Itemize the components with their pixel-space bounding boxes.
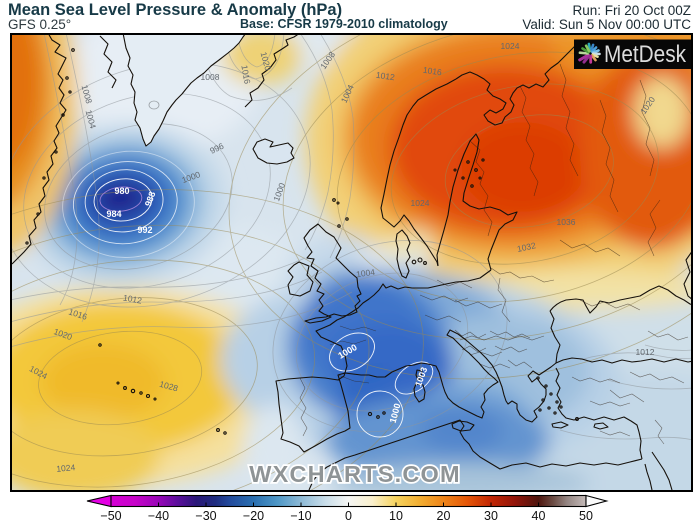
svg-text:−40: −40 [148, 509, 169, 523]
svg-text:1024: 1024 [56, 462, 76, 474]
svg-text:1028: 1028 [158, 379, 179, 394]
svg-text:−10: −10 [290, 509, 311, 523]
svg-text:1016: 1016 [422, 65, 442, 78]
svg-text:1012: 1012 [375, 70, 395, 83]
svg-text:MetDesk: MetDesk [604, 41, 687, 68]
svg-text:992: 992 [137, 225, 152, 235]
svg-text:1020: 1020 [259, 51, 274, 72]
svg-text:10: 10 [389, 509, 403, 523]
svg-text:988: 988 [143, 190, 158, 208]
svg-text:40: 40 [532, 509, 546, 523]
svg-text:−20: −20 [243, 509, 264, 523]
svg-text:20: 20 [437, 509, 451, 523]
svg-text:1004: 1004 [84, 109, 99, 130]
svg-text:984: 984 [106, 209, 121, 219]
svg-text:WXCHARTS.COM: WXCHARTS.COM [249, 461, 461, 487]
svg-text:980: 980 [114, 186, 129, 196]
svg-text:1004: 1004 [356, 267, 376, 280]
svg-text:−30: −30 [195, 509, 216, 523]
svg-text:1008: 1008 [201, 72, 220, 82]
svg-text:0: 0 [345, 509, 352, 523]
svg-text:1012: 1012 [636, 347, 655, 357]
svg-text:1036: 1036 [557, 217, 576, 227]
svg-text:50: 50 [579, 509, 593, 523]
svg-text:1024: 1024 [411, 198, 430, 208]
svg-text:1016: 1016 [239, 64, 252, 85]
svg-text:1008: 1008 [80, 84, 95, 105]
svg-text:−50: −50 [100, 509, 121, 523]
svg-text:1012: 1012 [122, 292, 143, 305]
svg-text:1032: 1032 [516, 240, 537, 254]
svg-text:1024: 1024 [501, 41, 520, 51]
svg-text:30: 30 [484, 509, 498, 523]
